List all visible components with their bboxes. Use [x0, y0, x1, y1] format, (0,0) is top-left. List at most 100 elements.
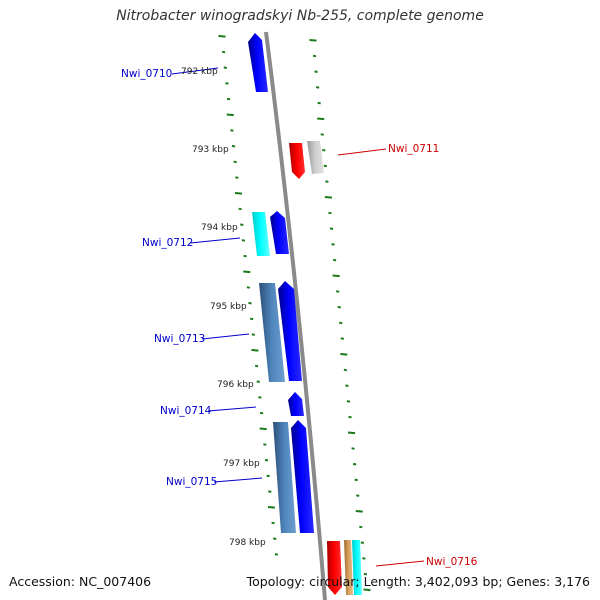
scale-ticks	[218, 35, 371, 592]
gene-label-nwi-0715[interactable]: Nwi_0715	[166, 476, 217, 488]
scale-label-795: 795 kbp	[210, 302, 247, 312]
major-tick	[309, 39, 317, 42]
minor-tick	[230, 129, 234, 132]
major-tick	[347, 431, 356, 435]
scale-label-796: 796 kbp	[217, 380, 254, 390]
scale-label-797: 797 kbp	[223, 459, 260, 469]
major-tick	[259, 427, 267, 431]
minor-tick	[266, 474, 270, 478]
gene-nwi-0715-blue[interactable]	[291, 420, 314, 533]
minor-tick	[356, 494, 360, 497]
major-tick	[234, 192, 243, 195]
minor-tick	[241, 239, 246, 242]
gene-label-nwi-0713[interactable]: Nwi_0713	[154, 333, 205, 345]
minor-tick	[337, 305, 341, 309]
minor-tick	[274, 553, 279, 556]
minor-tick	[240, 223, 244, 226]
minor-tick	[352, 462, 357, 466]
minor-tick	[231, 144, 236, 148]
leader-line-0716	[375, 560, 425, 567]
major-tick	[251, 349, 259, 352]
scale-label-794: 794 kbp	[201, 223, 238, 233]
minor-tick	[340, 337, 344, 340]
minor-tick	[325, 180, 329, 183]
major-tick	[317, 117, 325, 121]
minor-tick	[348, 415, 352, 419]
gene-label-nwi-0712[interactable]: Nwi_0712	[142, 237, 193, 249]
gene-nwi-0710[interactable]	[248, 33, 268, 92]
major-tick	[340, 353, 348, 356]
gene-nwi-0713-blue[interactable]	[278, 281, 302, 381]
major-tick	[267, 506, 276, 509]
minor-tick	[315, 86, 320, 89]
minor-tick	[235, 176, 239, 179]
minor-tick	[243, 254, 247, 258]
leader-line-0711	[337, 148, 387, 156]
minor-tick	[343, 368, 348, 372]
minor-tick	[251, 333, 256, 336]
minor-tick	[268, 490, 272, 493]
leader-line-0715	[213, 477, 263, 483]
genome-backbone	[264, 31, 327, 600]
minor-tick	[335, 290, 340, 293]
scale-label-793: 793 kbp	[192, 145, 229, 155]
minor-tick	[246, 286, 251, 289]
gene-nwi-0712-cyan[interactable]	[252, 212, 270, 256]
minor-tick	[254, 364, 259, 368]
minor-tick	[345, 384, 349, 387]
minor-tick	[354, 478, 358, 482]
minor-tick	[317, 101, 321, 105]
minor-tick	[271, 521, 275, 525]
gene-nwi-0716-cyan[interactable]	[352, 540, 362, 595]
minor-tick	[238, 207, 242, 211]
minor-tick	[328, 211, 332, 215]
leader-lines	[171, 67, 425, 567]
minor-tick	[359, 525, 363, 529]
gene-label-nwi-0714[interactable]: Nwi_0714	[160, 405, 212, 417]
minor-tick	[320, 133, 324, 136]
major-tick	[218, 35, 226, 38]
gene-nwi-0711-red[interactable]	[289, 143, 305, 179]
minor-tick	[363, 572, 368, 576]
gene-labels: Nwi_0710 Nwi_0711 Nwi_0712 Nwi_0713 Nwi_…	[121, 68, 478, 568]
gene-nwi-0714[interactable]	[288, 392, 304, 416]
gene-nwi-0715-steel[interactable]	[273, 422, 296, 533]
leader-line-0714	[207, 406, 257, 412]
scale-label-792: 792 kbp	[181, 67, 218, 77]
minor-tick	[346, 400, 351, 403]
minor-tick	[273, 537, 277, 540]
minor-tick	[331, 243, 335, 246]
gene-label-nwi-0711[interactable]: Nwi_0711	[388, 143, 439, 155]
minor-tick	[314, 70, 318, 73]
minor-tick	[323, 164, 328, 168]
minor-tick	[329, 227, 334, 230]
genome-title: Nitrobacter winogradskyi Nb-255, complet…	[116, 8, 484, 24]
topology-label: Topology: circular; Length: 3,402,093 bp…	[246, 574, 590, 589]
minor-tick	[221, 50, 226, 54]
major-tick	[324, 196, 333, 199]
minor-tick	[249, 317, 254, 321]
gene-label-nwi-0716[interactable]: Nwi_0716	[426, 556, 478, 568]
gene-label-nwi-0710[interactable]: Nwi_0710	[121, 68, 172, 80]
minor-tick	[256, 380, 260, 383]
leader-line-0712	[189, 237, 241, 244]
major-tick	[226, 113, 234, 117]
gene-nwi-0712-blue[interactable]	[270, 211, 289, 254]
gene-nwi-0711-gray[interactable]	[307, 141, 324, 174]
gene-nwi-0716-tan[interactable]	[344, 540, 353, 595]
minor-tick	[362, 557, 366, 560]
gene-nwi-0713-steel[interactable]	[259, 283, 285, 382]
major-tick	[363, 588, 371, 592]
gene-nwi-0716-red[interactable]	[327, 541, 342, 595]
minor-tick	[225, 82, 229, 85]
minor-tick	[226, 97, 231, 101]
scale-label-798: 798 kbp	[229, 538, 266, 548]
major-tick	[332, 274, 340, 278]
minor-tick	[263, 443, 267, 446]
major-tick	[355, 510, 363, 513]
gene-features	[248, 33, 362, 595]
minor-tick	[259, 411, 264, 415]
minor-tick	[339, 321, 343, 325]
minor-tick	[264, 458, 269, 462]
minor-tick	[322, 148, 326, 152]
